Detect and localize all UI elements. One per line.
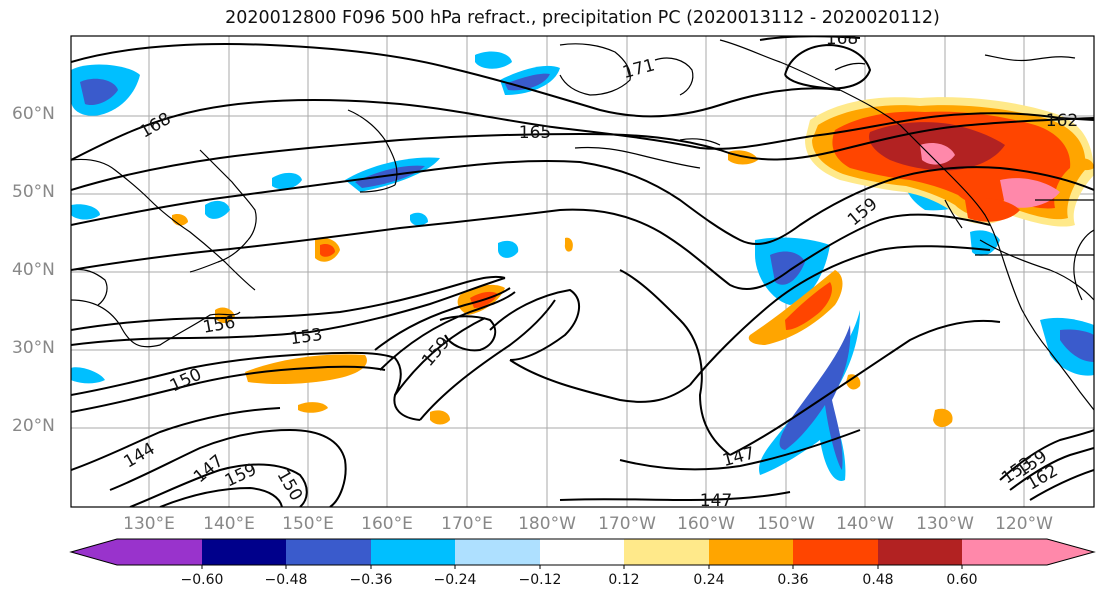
colorbar-tick-label: 0.60 bbox=[946, 572, 978, 588]
colorbar-tick-label: −0.60 bbox=[180, 572, 224, 588]
contour-label: 147 bbox=[700, 491, 732, 511]
precip-positive-shading bbox=[172, 97, 1094, 428]
colorbar-tick-label: 0.48 bbox=[862, 572, 894, 588]
colorbar-extend-high bbox=[1047, 539, 1094, 565]
lon-label: 170°W bbox=[598, 514, 656, 534]
lon-label: 160°W bbox=[677, 514, 735, 534]
colorbar-tick-label: −0.36 bbox=[349, 572, 393, 588]
lat-label: 60°N bbox=[12, 104, 55, 124]
colorbar-tick-label: 0.12 bbox=[608, 572, 640, 588]
refractivity-contours bbox=[71, 36, 1094, 507]
lon-label: 180°W bbox=[518, 514, 576, 534]
colorbar-extend-low bbox=[71, 539, 117, 565]
colorbar bbox=[69, 538, 1096, 569]
lat-label: 40°N bbox=[12, 260, 55, 280]
lon-label: 130°E bbox=[123, 514, 175, 534]
plot-frame bbox=[70, 35, 1095, 508]
lon-label: 170°E bbox=[441, 514, 493, 534]
colorbar-tick-label: 0.36 bbox=[777, 572, 809, 588]
contour-label: 153 bbox=[289, 325, 324, 349]
lon-label: 150°E bbox=[282, 514, 334, 534]
colorbar-tick-label: 0.24 bbox=[693, 572, 725, 588]
map-title: 2020012800 F096 500 hPa refract., precip… bbox=[225, 8, 940, 28]
contour-label: 168 bbox=[826, 29, 858, 49]
lat-label: 30°N bbox=[12, 338, 55, 358]
lat-label: 20°N bbox=[12, 416, 55, 436]
lon-label: 140°W bbox=[836, 514, 894, 534]
colorbar-tick-label: −0.48 bbox=[264, 572, 308, 588]
lon-label: 140°E bbox=[203, 514, 255, 534]
lon-label: 150°W bbox=[757, 514, 815, 534]
lat-label: 50°N bbox=[12, 182, 55, 202]
lon-label: 120°W bbox=[995, 514, 1053, 534]
lon-label: 160°E bbox=[361, 514, 413, 534]
colorbar-tick-label: −0.24 bbox=[433, 572, 477, 588]
contour-label: 165 bbox=[519, 123, 551, 143]
coastlines bbox=[71, 39, 1094, 411]
colorbar-tick-label: −0.12 bbox=[518, 572, 562, 588]
lon-label: 130°W bbox=[916, 514, 974, 534]
contour-label: 162 bbox=[1046, 111, 1078, 131]
